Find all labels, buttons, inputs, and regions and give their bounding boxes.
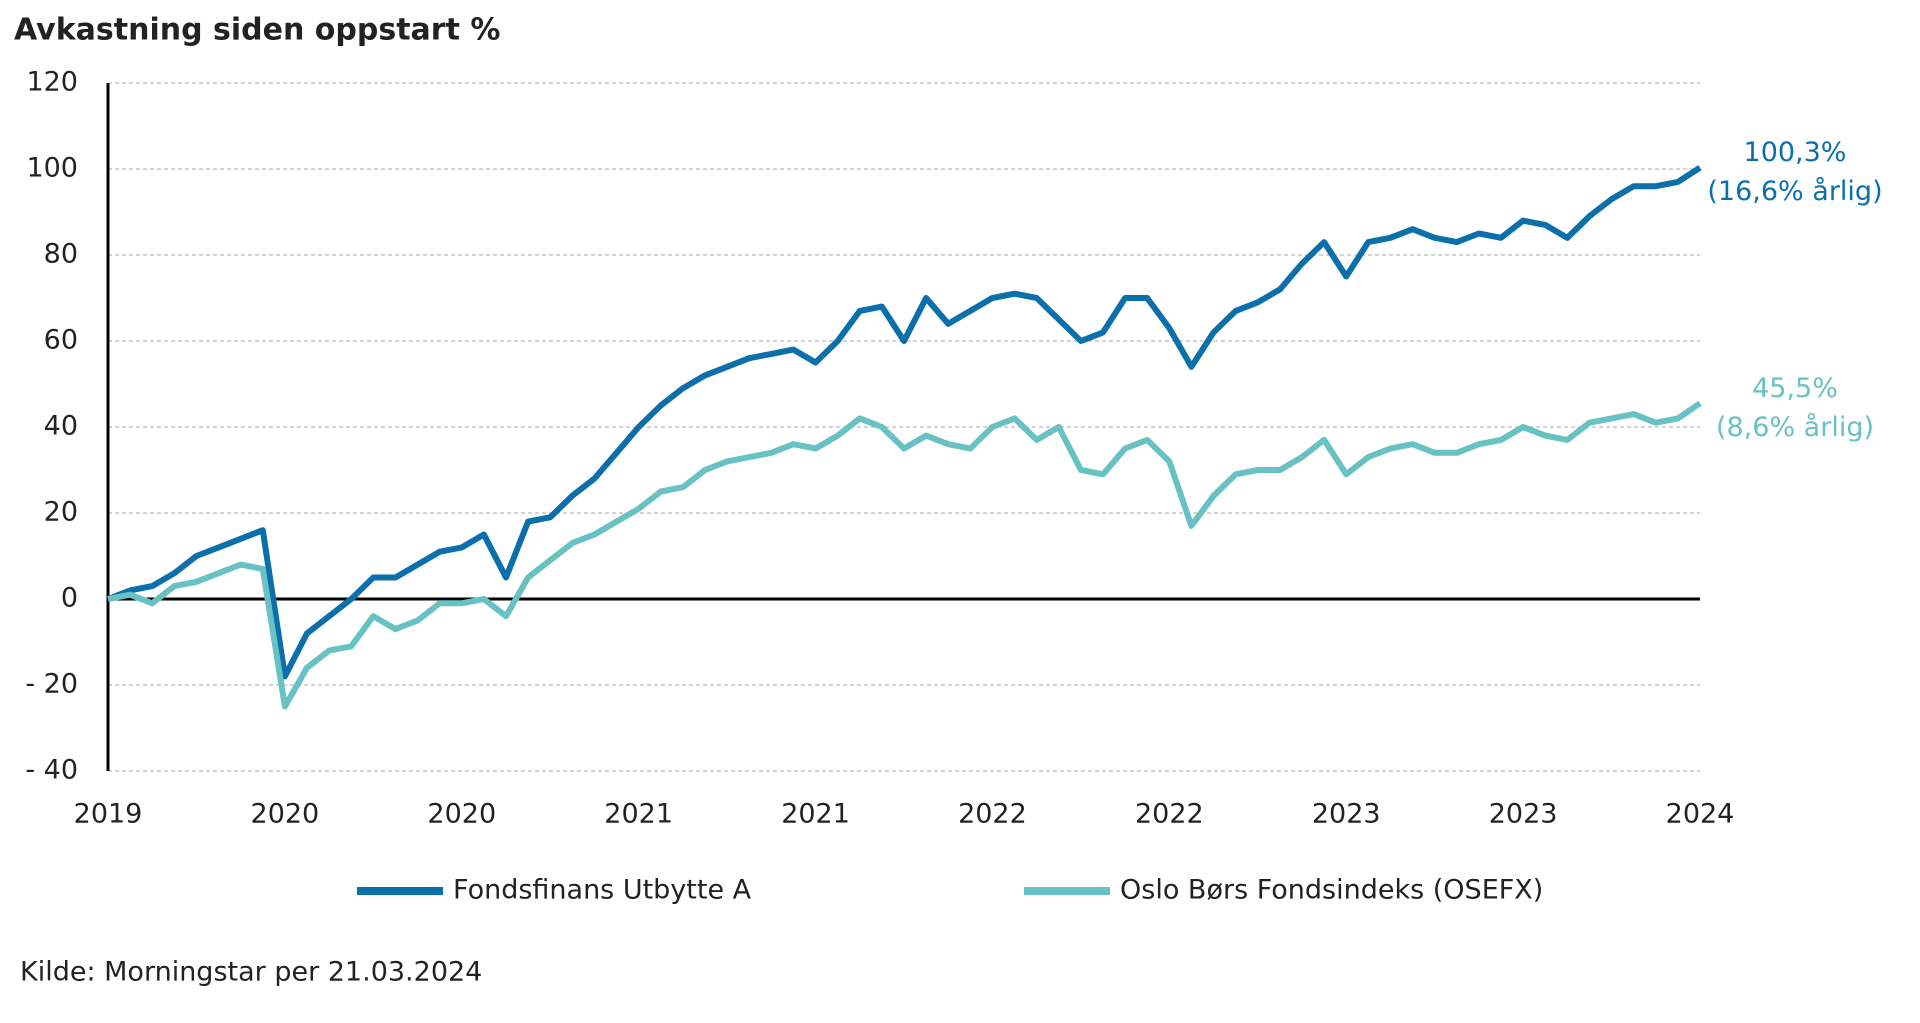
y-tick-label: 80 bbox=[44, 239, 78, 270]
x-tick-label: 2023 bbox=[1489, 799, 1558, 830]
x-tick-label: 2022 bbox=[1135, 799, 1204, 830]
x-tick-label: 2021 bbox=[781, 799, 850, 830]
y-tick-label: 120 bbox=[26, 67, 78, 98]
source: Kilde: Morningstar per 21.03.2024 bbox=[20, 957, 482, 988]
x-tick-label: 2022 bbox=[958, 799, 1027, 830]
legend-label: Oslo Børs Fondsindeks (OSEFX) bbox=[1120, 875, 1543, 906]
end-label: (16,6% årlig) bbox=[1707, 176, 1882, 207]
y-tick-label: 60 bbox=[44, 325, 78, 356]
chart-title: Avkastning siden oppstart % bbox=[14, 13, 500, 48]
x-tick-label: 2020 bbox=[251, 799, 320, 830]
x-tick-label: 2020 bbox=[427, 799, 496, 830]
end-label: 100,3% bbox=[1744, 137, 1847, 168]
y-tick-label: - 20 bbox=[25, 669, 78, 700]
y-tick-label: 20 bbox=[44, 497, 78, 528]
x-tick-label: 2021 bbox=[604, 799, 673, 830]
legend-label: Fondsfinans Utbytte A bbox=[453, 875, 752, 906]
series-line bbox=[107, 400, 1702, 710]
x-tick-label: 2023 bbox=[1312, 799, 1381, 830]
y-tick-label: - 40 bbox=[25, 755, 78, 786]
x-tick-label: 2024 bbox=[1666, 799, 1735, 830]
series-line bbox=[106, 165, 1702, 680]
y-tick-label: 100 bbox=[26, 153, 78, 184]
y-tick-label: 40 bbox=[44, 411, 78, 442]
end-label: 45,5% bbox=[1752, 373, 1838, 404]
x-tick-label: 2019 bbox=[74, 799, 143, 830]
end-label: (8,6% årlig) bbox=[1716, 412, 1874, 443]
y-tick-label: 0 bbox=[61, 583, 78, 614]
